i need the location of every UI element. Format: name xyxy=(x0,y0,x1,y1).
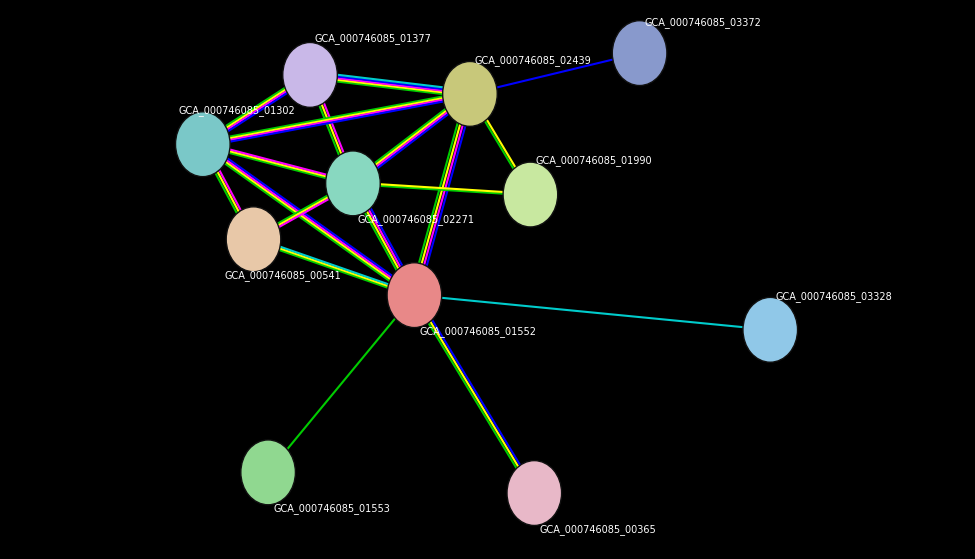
Text: GCA_000746085_02271: GCA_000746085_02271 xyxy=(358,214,475,225)
Text: GCA_000746085_03328: GCA_000746085_03328 xyxy=(775,291,892,302)
Text: GCA_000746085_01302: GCA_000746085_01302 xyxy=(178,105,295,116)
Ellipse shape xyxy=(443,61,497,126)
Ellipse shape xyxy=(241,440,295,505)
Text: GCA_000746085_03372: GCA_000746085_03372 xyxy=(644,17,761,28)
Text: GCA_000746085_01990: GCA_000746085_01990 xyxy=(535,155,652,167)
Ellipse shape xyxy=(387,263,442,328)
Ellipse shape xyxy=(226,207,281,272)
Ellipse shape xyxy=(612,21,667,86)
Text: GCA_000746085_00541: GCA_000746085_00541 xyxy=(224,270,341,281)
Ellipse shape xyxy=(176,112,230,177)
Text: GCA_000746085_00365: GCA_000746085_00365 xyxy=(539,524,656,535)
Text: GCA_000746085_01552: GCA_000746085_01552 xyxy=(419,326,536,337)
Ellipse shape xyxy=(283,42,337,107)
Ellipse shape xyxy=(743,297,798,362)
Ellipse shape xyxy=(507,461,562,525)
Ellipse shape xyxy=(326,151,380,216)
Ellipse shape xyxy=(503,162,558,227)
Text: GCA_000746085_01553: GCA_000746085_01553 xyxy=(273,503,390,514)
Text: GCA_000746085_02439: GCA_000746085_02439 xyxy=(475,55,592,66)
Text: GCA_000746085_01377: GCA_000746085_01377 xyxy=(315,33,432,44)
